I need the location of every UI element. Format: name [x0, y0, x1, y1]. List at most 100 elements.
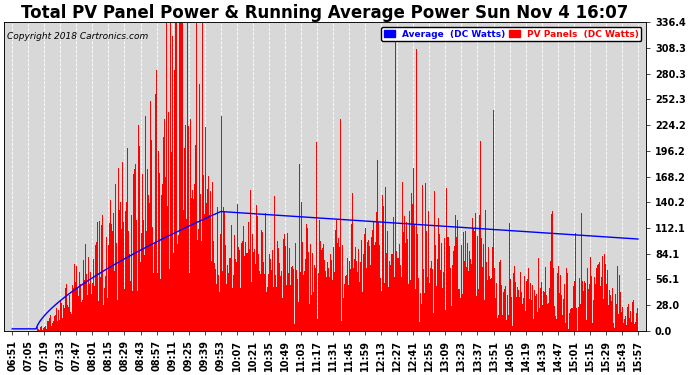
Bar — [135, 164, 136, 331]
Bar — [320, 241, 322, 331]
Bar — [56, 308, 57, 331]
Bar — [47, 321, 48, 331]
Bar — [533, 318, 534, 331]
Bar — [83, 280, 85, 331]
Bar — [397, 258, 398, 331]
Bar — [91, 294, 92, 331]
Bar — [504, 289, 505, 331]
Bar — [67, 305, 68, 331]
Bar — [618, 314, 619, 331]
Bar — [57, 321, 58, 331]
Bar — [289, 248, 290, 331]
Bar — [455, 214, 456, 331]
Bar — [621, 312, 622, 331]
Bar — [294, 324, 295, 331]
Bar — [295, 271, 297, 331]
Bar — [636, 307, 638, 331]
Bar — [435, 285, 437, 331]
Bar — [460, 240, 462, 331]
Bar — [196, 23, 197, 331]
Bar — [50, 315, 51, 331]
Bar — [99, 221, 100, 331]
Bar — [301, 202, 302, 331]
Bar — [563, 299, 564, 331]
Bar — [261, 256, 262, 331]
Bar — [382, 195, 383, 331]
Bar — [449, 246, 451, 331]
Bar — [291, 267, 292, 331]
Bar — [89, 284, 90, 331]
Bar — [54, 316, 55, 331]
Bar — [545, 267, 546, 331]
Bar — [327, 262, 328, 331]
Bar — [150, 102, 151, 331]
Bar — [575, 308, 577, 331]
Bar — [424, 258, 426, 331]
Bar — [335, 231, 336, 331]
Bar — [456, 237, 457, 331]
Bar — [87, 295, 88, 331]
Bar — [606, 284, 607, 331]
Bar — [283, 239, 284, 331]
Bar — [186, 219, 187, 331]
Bar — [441, 243, 442, 331]
Bar — [426, 231, 427, 331]
Bar — [143, 220, 144, 331]
Bar — [497, 318, 498, 331]
Bar — [479, 215, 480, 331]
Bar — [617, 266, 618, 331]
Bar — [546, 295, 547, 331]
Bar — [281, 272, 282, 331]
Bar — [241, 243, 242, 331]
Bar — [125, 211, 126, 331]
Bar — [375, 242, 376, 331]
Bar — [559, 294, 560, 331]
Bar — [112, 231, 113, 331]
Bar — [255, 264, 256, 331]
Bar — [611, 288, 613, 331]
Text: Copyright 2018 Cartronics.com: Copyright 2018 Cartronics.com — [8, 32, 148, 40]
Bar — [39, 330, 40, 331]
Bar — [364, 234, 365, 331]
Bar — [442, 288, 443, 331]
Bar — [219, 292, 220, 331]
Bar — [401, 277, 402, 331]
Bar — [608, 305, 609, 331]
Bar — [454, 246, 455, 331]
Bar — [383, 206, 384, 331]
Bar — [165, 177, 166, 331]
Bar — [62, 318, 63, 331]
Bar — [172, 36, 173, 331]
Bar — [589, 308, 591, 331]
Bar — [292, 266, 293, 331]
Bar — [177, 234, 179, 331]
Bar — [345, 276, 346, 331]
Bar — [583, 291, 584, 331]
Bar — [535, 296, 536, 331]
Bar — [602, 256, 603, 331]
Bar — [615, 294, 616, 331]
Bar — [359, 282, 360, 331]
Bar — [185, 125, 186, 331]
Bar — [130, 215, 132, 331]
Bar — [221, 116, 222, 331]
Bar — [333, 247, 334, 331]
Bar — [92, 283, 93, 331]
Bar — [437, 259, 438, 331]
Bar — [154, 243, 155, 331]
Bar — [541, 282, 542, 331]
Bar — [353, 259, 355, 331]
Bar — [469, 251, 470, 331]
Bar — [513, 273, 514, 331]
Bar — [78, 296, 79, 331]
Bar — [600, 277, 602, 331]
Bar — [326, 277, 327, 331]
Bar — [300, 272, 301, 331]
Bar — [84, 248, 86, 331]
Bar — [376, 212, 377, 331]
Bar — [515, 282, 516, 331]
Bar — [48, 318, 50, 331]
Bar — [96, 242, 97, 331]
Bar — [517, 287, 518, 331]
Bar — [619, 275, 620, 331]
